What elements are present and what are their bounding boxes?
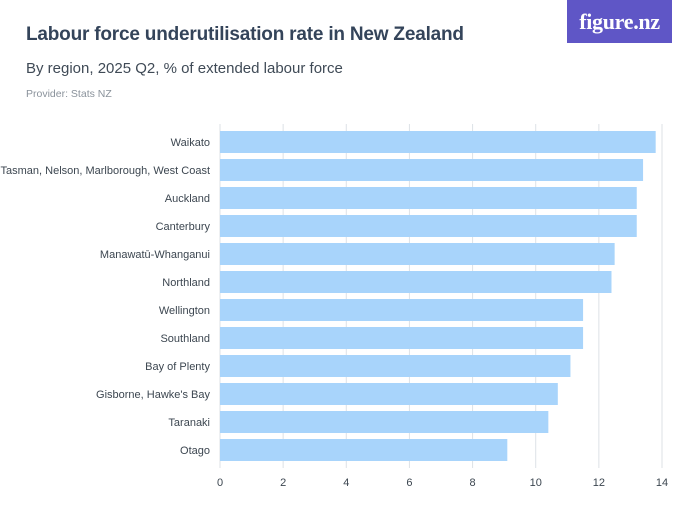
category-label: Taranaki	[168, 417, 210, 429]
x-tick-label: 12	[593, 477, 605, 489]
category-label: Auckland	[165, 193, 210, 205]
category-label: Canterbury	[156, 221, 211, 233]
category-label: Gisborne, Hawke's Bay	[96, 389, 210, 401]
category-label: Southland	[160, 333, 210, 345]
x-tick-label: 6	[406, 477, 412, 489]
x-tick-label: 0	[217, 477, 223, 489]
bar[interactable]	[220, 439, 508, 461]
x-tick-label: 8	[470, 477, 476, 489]
figure-nz-logo[interactable]: figure.nz	[567, 0, 672, 43]
data-provider: Provider: Stats NZ	[26, 88, 112, 100]
category-label: Wellington	[159, 305, 210, 317]
bar[interactable]	[220, 187, 637, 209]
x-tick-label: 14	[656, 477, 668, 489]
bar[interactable]	[220, 299, 584, 321]
x-tick-label: 4	[343, 477, 349, 489]
bar[interactable]	[220, 271, 612, 293]
gridlines	[219, 124, 663, 468]
category-label: Manawatū-Whanganui	[100, 249, 210, 261]
bar[interactable]	[220, 159, 644, 181]
bar[interactable]	[220, 327, 584, 349]
bar[interactable]	[220, 411, 549, 433]
bars	[220, 131, 656, 461]
bar[interactable]	[220, 215, 637, 237]
bar[interactable]	[220, 355, 571, 377]
category-label: Northland	[162, 277, 210, 289]
x-tick-label: 2	[280, 477, 286, 489]
category-labels: Waikato Tasman, Nelson, Marlborough, West…	[1, 137, 211, 457]
x-axis-ticks: 0 2 4 6 8 10 12 14	[217, 477, 668, 489]
chart-subtitle: By region, 2025 Q2, % of extended labour…	[26, 60, 343, 77]
bar[interactable]	[220, 243, 615, 265]
bar[interactable]	[220, 383, 558, 405]
category-label: Waikato	[171, 137, 210, 149]
x-tick-label: 10	[530, 477, 542, 489]
category-label: Otago	[180, 445, 210, 457]
category-label: Tasman, Nelson, Marlborough, West Coast	[1, 165, 211, 177]
chart-title: Labour force underutilisation rate in Ne…	[26, 24, 464, 45]
category-label: Bay of Plenty	[145, 361, 210, 373]
bar[interactable]	[220, 131, 656, 153]
